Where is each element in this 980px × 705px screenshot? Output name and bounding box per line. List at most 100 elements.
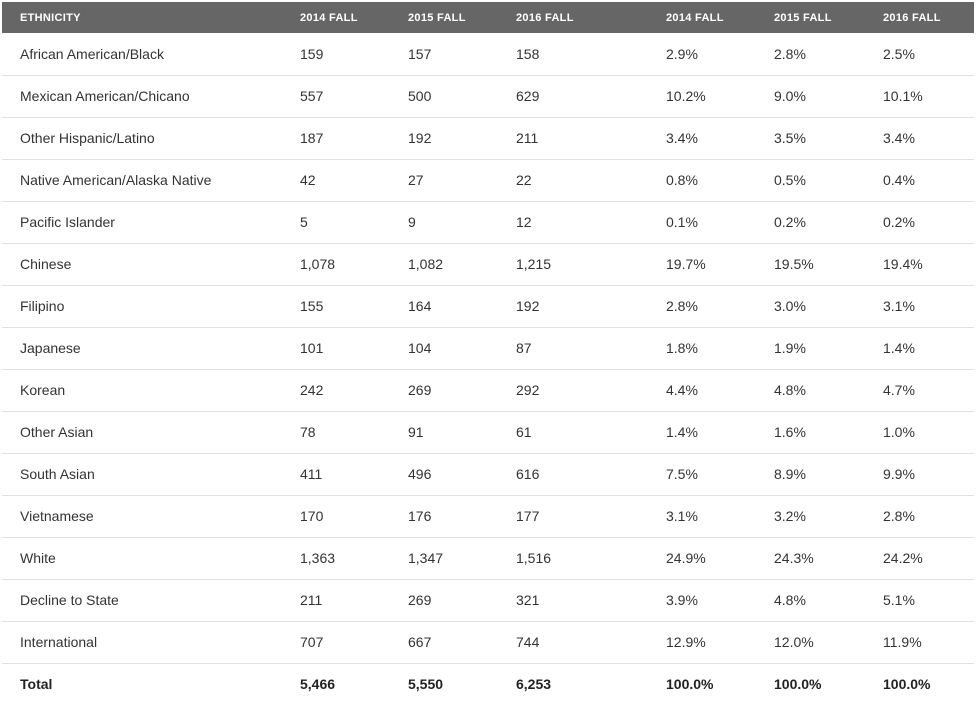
total-cell-2016-fall-percent: 100.0% (883, 676, 931, 693)
cell-2014-fall-percent: 10.2% (666, 88, 706, 104)
header-2016-fall-percent: 2016 FALL (883, 11, 941, 24)
cell-ethnicity: Korean (20, 382, 66, 398)
cell-ethnicity: International (20, 634, 98, 650)
header-row: ETHNICITY 2014 FALL 2015 FALL 2016 FALL … (2, 2, 974, 33)
cell-2015-fall-count: 192 (408, 130, 432, 146)
cell-2014-fall-percent: 2.9% (666, 45, 698, 62)
cell-2015-fall-percent: 4.8% (774, 592, 806, 608)
cell-2016-fall-percent: 3.1% (883, 298, 915, 314)
total-cell-2014-fall-percent: 100.0% (666, 676, 714, 693)
cell-2016-fall-percent: 19.4% (883, 256, 923, 272)
cell-2015-fall-count: 269 (408, 382, 432, 398)
table-row: International 707 667 744 12.9% 12.0% 11.9% (2, 621, 974, 663)
cell-2015-fall-percent: 1.9% (774, 340, 806, 356)
cell-2016-fall-percent: 9.9% (883, 466, 915, 482)
cell-2014-fall-percent: 0.1% (666, 214, 698, 230)
cell-2016-fall-count: 87 (516, 340, 532, 356)
total-cell-2014-fall-count: 5,466 (300, 676, 336, 693)
cell-2014-fall-count: 411 (300, 466, 323, 482)
header-2015-fall-count: 2015 FALL (408, 11, 466, 24)
cell-2015-fall-percent: 19.5% (774, 256, 814, 272)
table-row: Korean 242 269 292 4.4% 4.8% 4.7% (2, 369, 974, 411)
cell-2016-fall-count: 292 (516, 382, 540, 398)
table-body: African American/Black 159 157 158 2.9% 2.8% 2… (2, 33, 974, 705)
cell-2016-fall-count: 61 (516, 424, 532, 440)
table-row: Japanese 101 104 87 1.8% 1.9% 1.4% (2, 327, 974, 369)
cell-ethnicity: South Asian (20, 466, 95, 482)
cell-ethnicity: Vietnamese (20, 508, 94, 524)
header-ethnicity: ETHNICITY (20, 11, 81, 24)
cell-2015-fall-percent: 2.8% (774, 45, 806, 62)
cell-2014-fall-percent: 1.8% (666, 340, 698, 356)
cell-2014-fall-count: 1,078 (300, 256, 336, 272)
cell-2014-fall-count: 707 (300, 634, 324, 650)
cell-ethnicity: Decline to State (20, 592, 119, 608)
cell-2016-fall-percent: 10.1% (883, 88, 923, 104)
cell-2016-fall-percent: 24.2% (883, 550, 923, 566)
cell-2014-fall-percent: 1.4% (666, 424, 698, 440)
cell-2015-fall-count: 157 (408, 45, 432, 62)
table-row: White 1,363 1,347 1,516 24.9% 24.3% 24.2% (2, 537, 974, 579)
table-row: Other Hispanic/Latino 187 192 211 3.4% 3.5% 3.… (2, 117, 974, 159)
cell-2015-fall-count: 269 (408, 592, 432, 608)
cell-2016-fall-count: 177 (516, 508, 540, 524)
header-2014-fall-count: 2014 FALL (300, 11, 358, 24)
cell-2014-fall-count: 159 (300, 45, 324, 62)
cell-2016-fall-percent: 3.4% (883, 130, 915, 146)
cell-2015-fall-percent: 24.3% (774, 550, 814, 566)
cell-2014-fall-count: 242 (300, 382, 324, 398)
cell-ethnicity: Mexican American/Chicano (20, 88, 190, 104)
total-cell-2016-fall-count: 6,253 (516, 676, 552, 693)
table-row: Filipino 155 164 192 2.8% 3.0% 3.1% (2, 285, 974, 327)
cell-2014-fall-count: 42 (300, 172, 316, 188)
header-2016-fall-count: 2016 FALL (516, 11, 574, 24)
cell-2015-fall-percent: 0.2% (774, 214, 806, 230)
cell-2014-fall-percent: 4.4% (666, 382, 698, 398)
cell-2016-fall-count: 12 (516, 214, 532, 230)
cell-2014-fall-percent: 19.7% (666, 256, 706, 272)
cell-2016-fall-percent: 0.4% (883, 172, 915, 188)
cell-2014-fall-count: 557 (300, 88, 324, 104)
cell-2015-fall-count: 667 (408, 634, 432, 650)
cell-2015-fall-percent: 12.0% (774, 634, 814, 650)
cell-2014-fall-count: 78 (300, 424, 316, 440)
cell-2014-fall-count: 101 (300, 340, 324, 356)
cell-2016-fall-percent: 2.5% (883, 45, 915, 62)
cell-2015-fall-percent: 3.5% (774, 130, 806, 146)
cell-2015-fall-percent: 4.8% (774, 382, 806, 398)
cell-2015-fall-count: 500 (408, 88, 432, 104)
cell-2016-fall-count: 744 (516, 634, 540, 650)
cell-2014-fall-percent: 3.1% (666, 508, 698, 524)
cell-2016-fall-percent: 5.1% (883, 592, 915, 608)
cell-2016-fall-count: 158 (516, 45, 540, 62)
cell-2015-fall-percent: 8.9% (774, 466, 806, 482)
cell-2016-fall-count: 211 (516, 130, 539, 146)
cell-2015-fall-count: 9 (408, 214, 416, 230)
cell-2016-fall-count: 616 (516, 466, 540, 482)
cell-2015-fall-count: 176 (408, 508, 432, 524)
cell-2015-fall-percent: 3.0% (774, 298, 806, 314)
cell-2016-fall-percent: 1.0% (883, 424, 915, 440)
table-row: African American/Black 159 157 158 2.9% 2.8% 2… (2, 33, 974, 75)
cell-2016-fall-percent: 1.4% (883, 340, 915, 356)
cell-2016-fall-percent: 2.8% (883, 508, 915, 524)
cell-2015-fall-count: 104 (408, 340, 432, 356)
table-row: Chinese 1,078 1,082 1,215 19.7% 19.5% 19.4% (2, 243, 974, 285)
cell-2014-fall-count: 170 (300, 508, 324, 524)
cell-2016-fall-count: 1,516 (516, 550, 552, 566)
cell-2014-fall-count: 1,363 (300, 550, 336, 566)
cell-2016-fall-count: 629 (516, 88, 540, 104)
cell-2014-fall-count: 155 (300, 298, 324, 314)
table-row: Mexican American/Chicano 557 500 629 10.2% 9.… (2, 75, 974, 117)
cell-ethnicity: Filipino (20, 298, 65, 314)
table-row: Pacific Islander 5 9 12 0.1% 0.2% 0.2% (2, 201, 974, 243)
cell-ethnicity: Native American/Alaska Native (20, 172, 212, 188)
cell-2015-fall-percent: 9.0% (774, 88, 806, 104)
cell-2014-fall-percent: 3.4% (666, 130, 698, 146)
table-header: ETHNICITY 2014 FALL 2015 FALL 2016 FALL … (2, 2, 974, 33)
header-2014-fall-percent: 2014 FALL (666, 11, 724, 24)
table-row: Decline to State 211 269 321 3.9% 4.8% 5.1% (2, 579, 974, 621)
cell-2014-fall-percent: 7.5% (666, 466, 698, 482)
